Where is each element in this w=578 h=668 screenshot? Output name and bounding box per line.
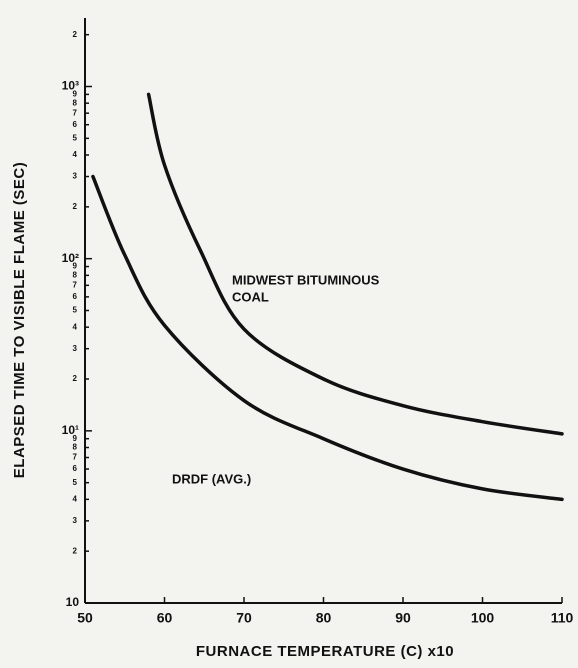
- y-tick-label: 7: [73, 108, 78, 117]
- y-tick-label: 5: [73, 133, 78, 142]
- y-tick-label: 8: [73, 270, 78, 279]
- y-tick-label: 3: [73, 172, 78, 181]
- y-tick-label: 3: [73, 516, 78, 525]
- y-tick-label: 5: [73, 306, 78, 315]
- y-tick-label: 9: [73, 89, 78, 98]
- y-tick-label: 10²: [62, 251, 79, 265]
- y-tick-label: 9: [73, 434, 78, 443]
- x-tick-label: 70: [236, 610, 252, 626]
- annotation: MIDWEST BITUMINOUS: [232, 272, 380, 287]
- y-tick-label: 3: [73, 344, 78, 353]
- y-tick-label: 8: [73, 443, 78, 452]
- x-tick-label: 50: [77, 610, 93, 626]
- x-tick-label: 110: [551, 610, 574, 626]
- annotation: DRDF (AVG.): [172, 471, 251, 486]
- curve: [146, 92, 564, 436]
- y-tick-label: 4: [73, 150, 78, 159]
- curve: [91, 174, 564, 502]
- y-axis-label: ELAPSED TIME TO VISIBLE FLAME (SEC): [11, 162, 28, 478]
- y-tick-label: 2: [73, 30, 78, 39]
- y-tick-label: 2: [73, 546, 78, 555]
- y-tick-label: 8: [73, 98, 78, 107]
- x-tick-label: 80: [316, 610, 332, 626]
- y-tick-label: 4: [73, 494, 78, 503]
- y-tick-label: 2: [73, 202, 78, 211]
- y-tick-label: 10¹: [62, 423, 79, 437]
- y-tick-label: 4: [73, 322, 78, 331]
- y-tick-label: 2: [73, 374, 78, 383]
- y-tick-label: 10: [66, 595, 80, 609]
- x-tick-label: 100: [471, 610, 495, 626]
- y-tick-label: 7: [73, 453, 78, 462]
- x-tick-label: 60: [157, 610, 173, 626]
- y-tick-label: 9: [73, 262, 78, 271]
- y-tick-label: 6: [73, 292, 78, 301]
- x-tick-label: 90: [395, 610, 411, 626]
- y-tick-label: 5: [73, 478, 78, 487]
- x-axis-label: FURNACE TEMPERATURE (C) x10: [196, 643, 454, 660]
- y-tick-label: 10³: [62, 79, 79, 93]
- y-tick-label: 6: [73, 120, 78, 129]
- y-tick-label: 6: [73, 464, 78, 473]
- annotation: COAL: [232, 289, 269, 304]
- y-tick-label: 7: [73, 280, 78, 289]
